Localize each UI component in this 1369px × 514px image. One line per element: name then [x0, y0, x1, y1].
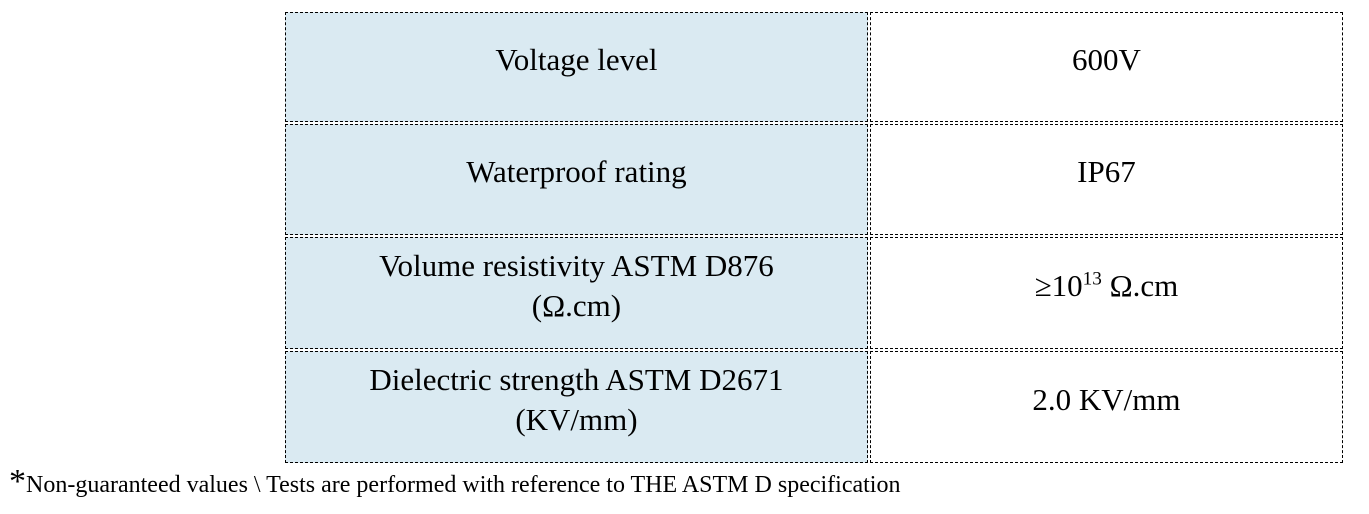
spec-table: Voltage level 600V Waterproof rating IP6…: [283, 10, 1345, 465]
spec-value-cell: ≥1013 Ω.cm: [869, 236, 1343, 349]
table-row: Voltage level 600V: [285, 12, 1343, 123]
spec-label: Dielectric strength ASTM D2671: [369, 361, 784, 397]
spec-label-cell: Dielectric strength ASTM D2671 (KV/mm): [285, 350, 868, 463]
spec-label: Voltage level: [495, 42, 658, 78]
spec-value-cell: IP67: [869, 124, 1343, 235]
spec-value-cell: 600V: [869, 12, 1343, 123]
spec-value: ≥1013 Ω.cm: [1034, 267, 1179, 303]
spec-label: Waterproof rating: [466, 154, 687, 190]
footnote-text: Non-guaranteed values \ Tests are perfor…: [26, 472, 901, 498]
footnote: *Non-guaranteed values \ Tests are perfo…: [9, 465, 901, 501]
table-row: Dielectric strength ASTM D2671 (KV/mm) 2.…: [285, 350, 1343, 463]
spec-label-cell: Voltage level: [285, 12, 868, 123]
spec-value: 600V: [1072, 42, 1141, 78]
spec-value: 2.0 KV/mm: [1032, 381, 1181, 417]
spec-label-unit: (Ω.cm): [531, 287, 622, 323]
spec-label-unit: (KV/mm): [515, 401, 638, 437]
table-row: Volume resistivity ASTM D876 (Ω.cm) ≥1013…: [285, 236, 1343, 349]
footnote-asterisk: *: [9, 463, 26, 500]
spec-label: Volume resistivity ASTM D876: [379, 247, 774, 283]
spec-label-cell: Volume resistivity ASTM D876 (Ω.cm): [285, 236, 868, 349]
spec-value: IP67: [1077, 154, 1136, 190]
table-row: Waterproof rating IP67: [285, 124, 1343, 235]
spec-label-cell: Waterproof rating: [285, 124, 868, 235]
spec-value-cell: 2.0 KV/mm: [869, 350, 1343, 463]
